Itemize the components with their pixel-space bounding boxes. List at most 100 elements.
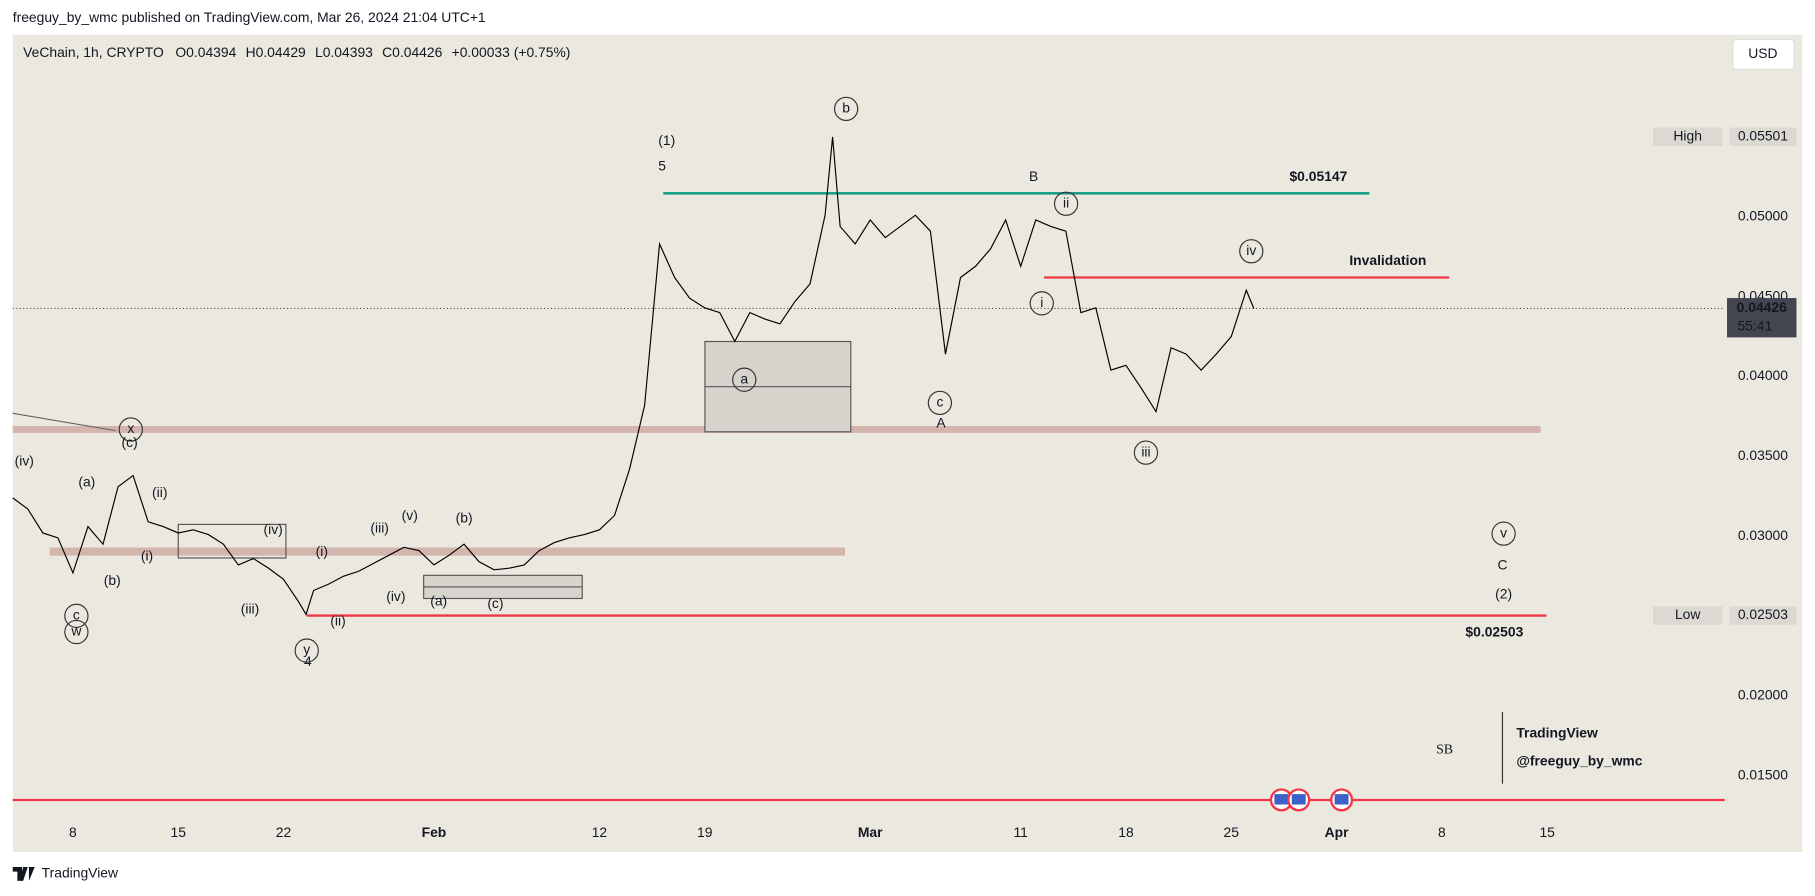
ohlc-value: C0.04426 xyxy=(382,44,442,60)
wave-circle xyxy=(1053,191,1079,216)
wave-label: (i) xyxy=(316,543,328,559)
y-tick-label: 0.03500 xyxy=(1738,447,1788,463)
wave-label: v xyxy=(1500,524,1507,540)
footer-logo: TradingView xyxy=(42,865,119,881)
watermark-title: TradingView xyxy=(1516,725,1598,741)
badge-label: Low xyxy=(1675,606,1701,622)
wave-label: (b) xyxy=(104,572,121,588)
wave-label: x xyxy=(127,420,134,436)
wave-label: (b) xyxy=(456,509,473,525)
wave-label: iv xyxy=(1246,242,1256,258)
badge-box xyxy=(1652,606,1723,625)
wave-circle xyxy=(1491,521,1516,546)
support-zone xyxy=(49,547,845,556)
x-tick-label: 12 xyxy=(592,824,608,840)
x-tick-label: 25 xyxy=(1224,824,1240,840)
wave-label: (iv) xyxy=(386,588,405,604)
wave-label: C xyxy=(1497,557,1507,573)
wave-label: (c) xyxy=(487,595,503,611)
wave-label: ii xyxy=(1063,194,1069,210)
badge-label: High xyxy=(1673,127,1702,143)
x-tick-label: 19 xyxy=(697,824,713,840)
level-label: Invalidation xyxy=(1349,252,1426,268)
wave-circle xyxy=(118,417,143,442)
currency-label: USD xyxy=(1748,45,1777,61)
symbol: VeChain, 1h, CRYPTO xyxy=(23,44,164,60)
event-flag-stripe xyxy=(1334,794,1349,805)
wave-label: (1) xyxy=(658,132,675,148)
chart-area xyxy=(12,34,1803,852)
badge-value: 0.05501 xyxy=(1738,127,1788,143)
badge-box xyxy=(1729,606,1797,625)
wave-label: w xyxy=(70,623,82,639)
x-tick-label: 8 xyxy=(69,824,77,840)
ohlc-value: L0.04393 xyxy=(315,44,373,60)
x-tick-label: 8 xyxy=(1438,824,1446,840)
x-tick-label: 18 xyxy=(1118,824,1134,840)
wave-label: (ii) xyxy=(152,484,167,500)
wave-label: (iii) xyxy=(241,601,260,617)
wave-circle xyxy=(1239,239,1264,264)
wave-circle xyxy=(833,96,859,121)
wave-label: (a) xyxy=(78,473,95,489)
range-box xyxy=(177,523,287,559)
wave-circle xyxy=(1029,291,1054,316)
wave-label: (2) xyxy=(1495,586,1512,602)
wave-circle xyxy=(64,603,89,628)
wave-label: 5 xyxy=(658,157,666,173)
price-line xyxy=(12,136,1255,616)
x-tick-label: Mar xyxy=(858,824,883,840)
footer-icon xyxy=(12,867,35,881)
logo-mark: SB xyxy=(1436,742,1453,757)
x-tick-label: Apr xyxy=(1325,824,1349,840)
last-price: 0.04426 xyxy=(1737,299,1787,315)
wave-label: a xyxy=(740,370,748,386)
watermark-handle: @freeguy_by_wmc xyxy=(1516,752,1642,768)
wave-circle xyxy=(64,619,89,645)
event-flag-stripe xyxy=(1274,794,1289,805)
y-tick-label: 0.03000 xyxy=(1738,527,1788,543)
wave-label: iii xyxy=(1141,443,1150,459)
x-tick-label: Feb xyxy=(422,824,447,840)
wave-label: (iv) xyxy=(264,521,283,537)
header: freeguy_by_wmc published on TradingView.… xyxy=(13,9,486,25)
wave-label: (v) xyxy=(402,507,418,523)
ohlc-value: H0.04429 xyxy=(246,44,306,60)
currency-button[interactable] xyxy=(1732,38,1795,71)
wave-label: A xyxy=(936,414,946,430)
wave-label: (iii) xyxy=(370,520,389,536)
wave-label: b xyxy=(842,100,850,116)
event-flag-stripe xyxy=(1291,794,1306,805)
x-tick-label: 22 xyxy=(276,824,292,840)
last-badge xyxy=(1727,298,1797,338)
badge-box xyxy=(1652,127,1723,147)
wave-label: B xyxy=(1029,168,1038,184)
x-tick-label: 15 xyxy=(1539,824,1555,840)
wave-label: (ii) xyxy=(330,612,345,628)
level-label: $0.02503 xyxy=(1465,624,1523,640)
wave-label: 4 xyxy=(304,653,312,669)
level-label: $0.05147 xyxy=(1289,168,1347,184)
wave-label: y xyxy=(303,641,310,657)
ohlc-value: +0.00033 (+0.75%) xyxy=(452,44,571,60)
wave-circle xyxy=(732,367,757,392)
wave-label: (iv) xyxy=(15,453,34,469)
countdown: 55:41 xyxy=(1737,318,1772,334)
wave-label: c xyxy=(936,394,943,410)
badge-box xyxy=(1729,127,1797,147)
wave-circle xyxy=(927,390,953,416)
ohlc-value: O0.04394 xyxy=(175,44,236,60)
y-tick-label: 0.02000 xyxy=(1738,687,1788,703)
badge-value: 0.02503 xyxy=(1738,606,1788,622)
y-tick-label: 0.04000 xyxy=(1738,367,1788,383)
x-tick-label: 11 xyxy=(1013,824,1028,840)
wave-label: i xyxy=(1040,294,1043,310)
y-tick-label: 0.05000 xyxy=(1738,207,1788,223)
wave-label: (i) xyxy=(141,547,153,563)
y-tick-label: 0.01500 xyxy=(1738,766,1788,782)
wave-label: (c) xyxy=(122,434,138,450)
x-tick-label: 15 xyxy=(170,824,186,840)
wave-circle xyxy=(294,638,319,663)
wave-label: c xyxy=(73,607,80,623)
